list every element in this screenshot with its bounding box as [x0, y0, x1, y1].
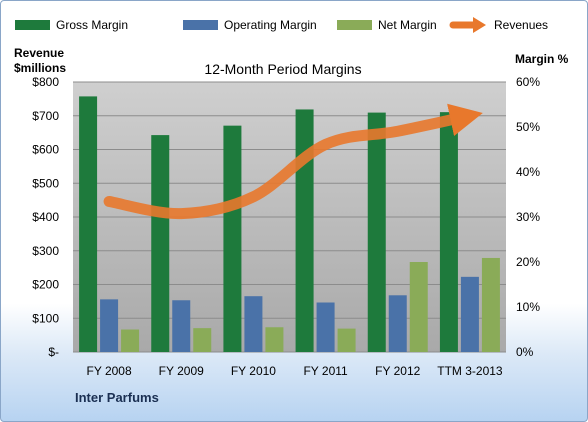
category-label: TTM 3-2013 [437, 364, 503, 378]
left-axis-label-line2: $millions [14, 61, 66, 75]
net-margin-bar [265, 327, 284, 352]
gross-margin-bar [151, 135, 170, 352]
operating-margin-legend-swatch [183, 20, 218, 30]
left-tick-label: $- [48, 345, 59, 359]
net-margin-bar [121, 329, 140, 352]
gross-margin-bar [295, 109, 314, 352]
operating-margin-bar [460, 276, 479, 352]
category-label: FY 2011 [303, 364, 348, 378]
category-axis: FY 2008 FY 2009 FY 2010 FY 2011 FY 2012 TTM 3… [87, 364, 503, 378]
right-tick-label: 0% [516, 345, 534, 359]
right-tick-label: 60% [516, 75, 540, 89]
net-margin-legend-swatch [337, 20, 372, 30]
right-tick-label: 50% [516, 120, 540, 134]
footer-label: Inter Parfums [75, 390, 159, 405]
bar-series [79, 96, 500, 353]
net-margin-bar [409, 262, 428, 352]
gross-margin-legend-label: Gross Margin [56, 18, 128, 32]
left-tick-label: $100 [32, 311, 59, 325]
revenue-line [103, 103, 483, 220]
operating-margin-bar [244, 296, 263, 352]
left-tick-label: $300 [32, 244, 59, 258]
right-tick-label: 30% [516, 210, 540, 224]
left-tick-label: $600 [32, 143, 59, 157]
net-margin-bar [193, 328, 212, 352]
operating-margin-bar [388, 295, 407, 352]
right-tick-label: 20% [516, 255, 540, 269]
category-label: FY 2010 [231, 364, 276, 378]
operating-margin-bar [100, 299, 119, 352]
operating-margin-bar [172, 300, 191, 352]
category-label: FY 2009 [159, 364, 204, 378]
net-margin-legend-label: Net Margin [378, 18, 437, 32]
legend: Gross Margin Operating Margin Net Margin Re… [15, 17, 548, 33]
left-tick-label: $400 [32, 210, 59, 224]
revenues-legend-arrow [473, 17, 486, 33]
revenues-legend-label: Revenues [494, 18, 548, 32]
net-margin-bar [337, 328, 356, 352]
gross-margin-bar [439, 112, 458, 353]
category-label: FY 2012 [375, 364, 420, 378]
gross-margin-bar [223, 125, 242, 353]
gross-margin-bar [367, 112, 386, 352]
right-axis-label: Margin % [515, 52, 569, 66]
right-tick-label: 40% [516, 165, 540, 179]
gross-margin-legend-swatch [15, 20, 50, 30]
revenues-line [103, 103, 483, 220]
gross-margin-bar [79, 96, 98, 353]
operating-margin-legend-label: Operating Margin [224, 18, 317, 32]
left-tick-label: $500 [32, 176, 59, 190]
chart-title: 12-Month Period Margins [204, 61, 361, 77]
gridlines [73, 81, 506, 353]
operating-margin-bar [316, 302, 335, 352]
left-axis: $- $100 $200 $300 $400 $500 $600 $700 $800 [32, 75, 59, 359]
left-axis-label-line1: Revenue [14, 46, 64, 60]
left-tick-label: $700 [32, 109, 59, 123]
right-axis: 0% 10% 20% 30% 40% 50% 60% [516, 75, 540, 359]
left-tick-label: $200 [32, 278, 59, 292]
net-margin-bar [481, 257, 500, 352]
left-tick-label: $800 [32, 75, 59, 89]
right-tick-label: 10% [516, 300, 540, 314]
category-label: FY 2008 [87, 364, 132, 378]
